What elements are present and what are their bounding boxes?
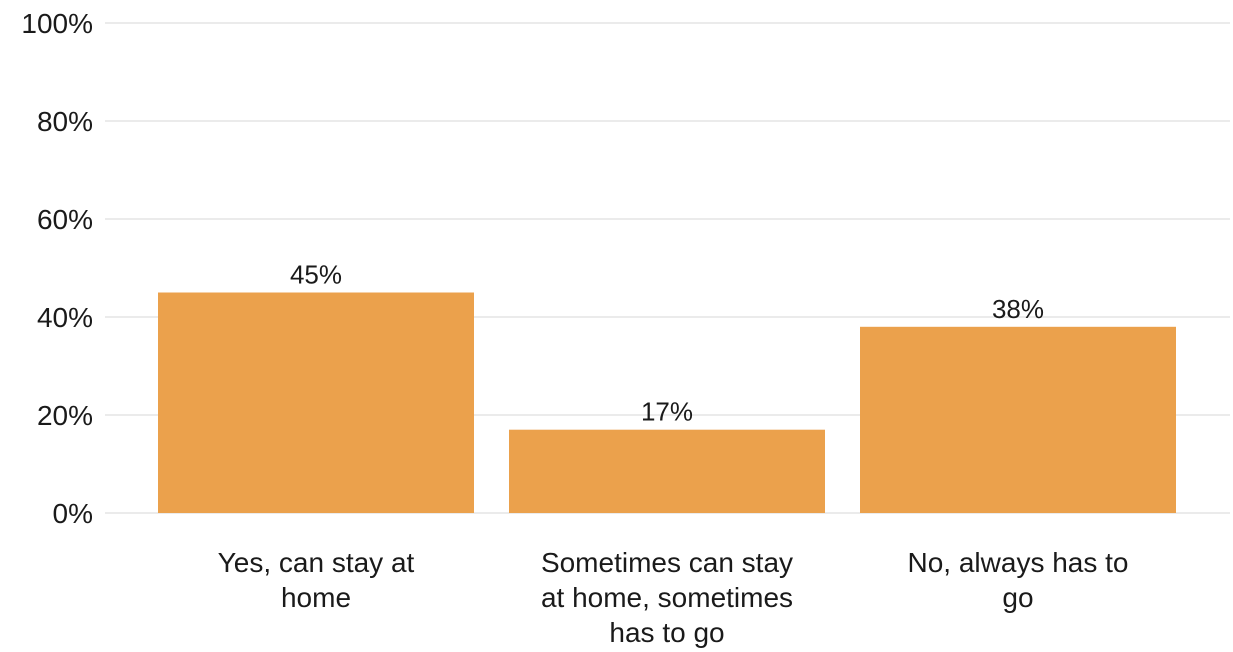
y-tick-label: 80% <box>37 106 93 137</box>
data-labels: 45% 17% 38% <box>290 260 1044 427</box>
x-category-label-line: at home, sometimes <box>541 582 793 613</box>
x-category-label-line: Yes, can stay at <box>218 547 415 578</box>
y-tick-label: 40% <box>37 302 93 333</box>
x-category-label-line: No, always has to <box>908 547 1129 578</box>
bar <box>860 326 1176 513</box>
y-tick-label: 20% <box>37 400 93 431</box>
x-category-label-line: Sometimes can stay <box>541 547 793 578</box>
y-tick-label: 60% <box>37 204 93 235</box>
bar-value-label: 38% <box>992 294 1044 324</box>
x-category-label-line: home <box>281 582 351 613</box>
bar-value-label: 45% <box>290 260 342 290</box>
bar-value-label: 17% <box>641 397 693 427</box>
bars <box>158 292 1176 513</box>
x-category-label-line: go <box>1002 582 1033 613</box>
bar <box>158 292 474 513</box>
y-axis-tick-labels: 0% 20% 40% 60% 80% 100% <box>21 8 93 529</box>
bar <box>509 429 825 513</box>
y-tick-label: 100% <box>21 8 93 39</box>
x-category-label: Sometimes can stay at home, sometimes has … <box>541 547 793 648</box>
y-tick-label: 0% <box>53 498 93 529</box>
x-category-label-line: has to go <box>609 617 724 648</box>
x-category-label: Yes, can stay at home <box>218 547 415 613</box>
x-category-label: No, always has to go <box>908 547 1129 613</box>
category-labels: Yes, can stay at home Sometimes can stay at… <box>218 547 1129 648</box>
